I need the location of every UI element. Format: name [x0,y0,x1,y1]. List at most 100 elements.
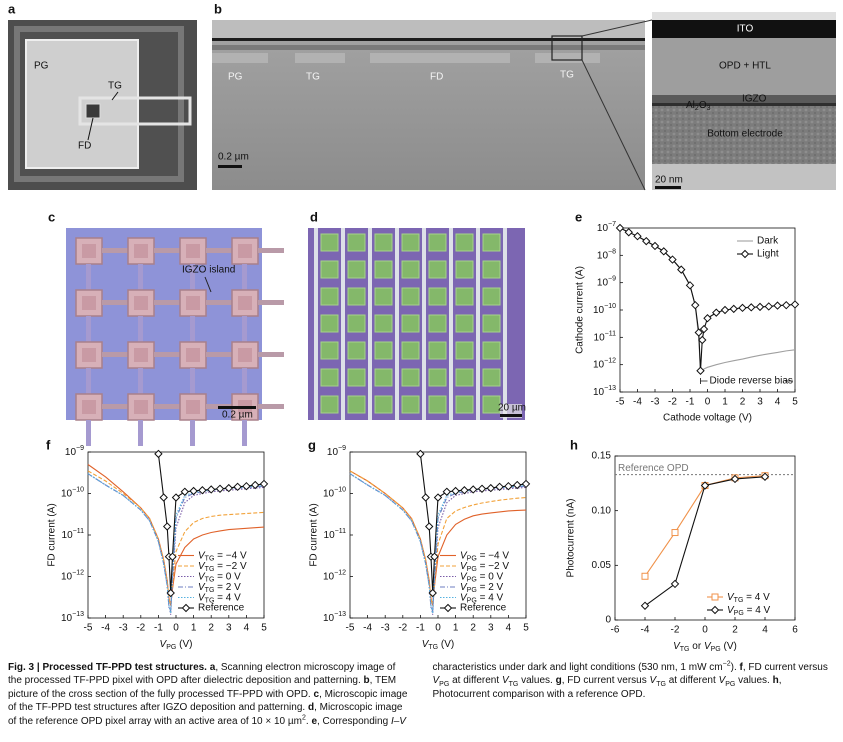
x-tick-label: 4 [506,623,512,634]
marker [747,303,756,312]
trace [154,352,180,357]
x-tick-label: -2 [671,625,680,636]
y-tick-label: 0 [605,615,611,626]
text-run: V [460,561,468,572]
y-tick-label: 10−10 [323,487,346,499]
text-run: PG [467,587,477,594]
marker [521,479,531,489]
text-run: PG [467,556,477,563]
marker [696,366,705,375]
text-run: = 0 V [477,571,504,582]
x-tick-label: 0 [702,625,708,636]
x-tick-label: 1 [722,397,728,408]
text-run: TG [508,681,519,689]
text-run: −2 [722,660,731,668]
text-run: −11 [73,528,84,535]
marker [433,493,443,502]
legend-label: Light [757,249,779,260]
y-tick-label: 10−10 [593,303,616,315]
igzo-island [134,348,148,362]
text-run: −9 [76,445,84,452]
trace [138,264,143,290]
text-run: d [307,702,315,714]
igzo-island [134,400,148,414]
text-run: 10 [593,387,605,398]
opd-pixel [428,260,447,279]
marker [685,281,695,290]
text-run: PG [467,566,477,573]
column-line [341,228,345,420]
text-run: PG [711,646,721,653]
opd-pixel [428,287,447,306]
text-run: c [313,688,320,700]
text-run: f [739,662,743,673]
x-tick-label: 2 [740,397,746,408]
igzo-layer [652,95,836,103]
x-axis-label: VTG (V) [422,639,455,652]
opd-layer [652,38,836,95]
text-run: −12 [334,570,346,577]
opd-pixel [428,233,447,252]
y-tick-label: 10−10 [61,487,84,499]
marker [624,228,633,237]
marker [154,449,163,459]
image-label: FD [78,141,91,152]
tem-layer [212,20,645,38]
marker [180,487,190,496]
tem-electrode [212,53,268,63]
tem-electrode [535,53,600,63]
trace [102,404,128,409]
opd-pixel [455,260,474,279]
tem-layer [652,164,836,190]
text-run: V [422,639,430,650]
x-tick-label: 1 [453,623,459,634]
text-run: PG [734,610,744,617]
legend-label: VTG = −2 V [198,561,247,574]
opd-pixel [401,287,420,306]
image-label: PG [34,61,49,72]
y-tick-label: 10−12 [323,570,346,582]
opd-pixel [455,233,474,252]
text-run: O [699,100,707,111]
x-tick-label: 6 [792,625,798,636]
series-line [644,475,766,577]
legend-label: VTG = 0 V [198,571,241,584]
pg-electrode [25,39,139,169]
trace [258,352,284,357]
y-tick-label: 10−13 [61,611,84,623]
marker [250,480,260,490]
text-run: characteristics under dark and light con… [432,662,723,673]
x-tick-label: 2 [732,625,738,636]
marker [699,324,709,334]
marker [764,302,773,311]
text-run: = −4 V [477,550,510,561]
text-run: 10 [62,530,74,541]
opd-pixel [347,368,366,387]
text-run: −7 [608,221,616,228]
x-tick-label: -4 [101,623,110,634]
marker [782,300,791,310]
tem-electrode [295,53,345,63]
opd-pixel [374,260,393,279]
al2o3-layer [652,103,836,106]
marker [166,588,175,598]
trace [102,300,128,305]
text-run: 10 [61,488,73,499]
text-run: , FD current versus [742,662,828,673]
annotation-backdrop [707,376,785,386]
opd-pixel [401,368,420,387]
column-line [503,228,507,420]
igzo-island [186,348,200,362]
marker [670,579,680,589]
text-run: 10 [593,359,605,370]
text-run: 10 [323,488,335,499]
text-run: TG [428,644,438,651]
x-tick-label: 1 [191,623,197,634]
opd-pixel [482,341,501,360]
opd-pixel [320,368,339,387]
panel-letter: c [48,209,55,224]
trace [258,300,284,305]
opd-pixel [347,314,366,333]
opd-pixel [482,368,501,387]
